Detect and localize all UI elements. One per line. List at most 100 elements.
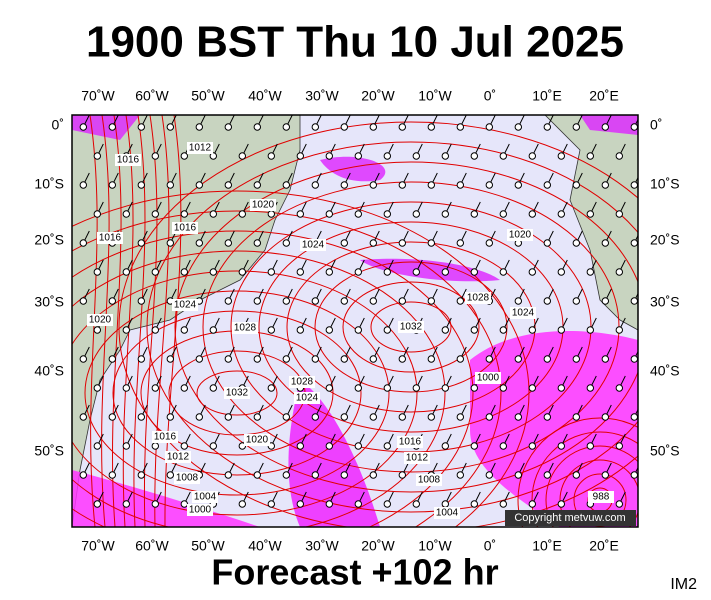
pressure-label-box [192,491,218,503]
station [325,152,334,160]
latitude-label: 30˚S [34,294,64,310]
pressure-label-box [172,222,198,234]
station [601,123,610,131]
isobar [559,459,638,527]
station [108,297,117,305]
station [253,123,262,131]
station [195,413,204,421]
station [166,239,175,247]
copyright-box [505,510,636,526]
longitude-label: 40˚W [248,88,282,104]
station [311,413,320,421]
isobar [164,115,182,527]
station [456,123,465,131]
station [296,268,305,276]
station [108,413,117,421]
pressure-label-box [232,322,258,334]
station [572,297,581,305]
station [354,152,363,160]
station [369,413,378,421]
latitude-label: 0˚ [52,117,64,133]
station [253,239,262,247]
station [369,123,378,131]
station [427,413,436,421]
station [209,268,218,276]
station [209,384,218,392]
station [572,239,581,247]
station [586,384,595,392]
pressure-label: 1024 [512,308,535,319]
station [311,297,320,305]
station [340,355,349,363]
station [427,123,436,131]
precipitation [288,380,380,527]
latitude-label: 20˚S [650,232,680,248]
station [79,239,88,247]
station [166,123,175,131]
station [470,326,479,334]
pressure-label-box [294,392,320,404]
station [238,152,247,160]
station [340,239,349,247]
isobar [72,190,530,527]
isobar [146,141,638,513]
station [209,210,218,218]
station [267,384,276,392]
station [79,413,88,421]
isobar [133,115,146,527]
station [441,268,450,276]
station [340,471,349,479]
station [325,268,334,276]
station [470,442,479,450]
station [340,413,349,421]
station [615,500,624,508]
station [601,413,610,421]
station [557,326,566,334]
station [499,326,508,334]
station [470,152,479,160]
isobar [342,281,480,373]
station [166,355,175,363]
station [485,355,494,363]
station [354,268,363,276]
station [543,355,552,363]
station [369,471,378,479]
station [383,384,392,392]
station [354,210,363,218]
copyright: Copyright metvuw.com [514,512,625,524]
station [572,123,581,131]
station [93,326,102,334]
station [514,413,523,421]
station [470,384,479,392]
station [340,297,349,305]
station [427,355,436,363]
isobar [314,261,508,393]
pressure-label-box [588,491,614,503]
station [615,384,624,392]
station [340,123,349,131]
station [369,239,378,247]
latitude-label: 0˚ [650,117,662,133]
pressure-label-box [187,504,213,516]
station [137,297,146,305]
longitude-label: 20˚E [589,538,619,554]
station [296,152,305,160]
pressure-label-box [507,229,533,241]
station [311,355,320,363]
pressure-label-box [115,154,141,166]
station [601,181,610,189]
africa [544,115,638,331]
isobar [517,417,638,527]
station [630,239,638,247]
station [209,152,218,160]
station [93,152,102,160]
station [456,471,465,479]
station [166,181,175,189]
pressure-label: 1024 [174,300,197,311]
station [325,500,334,508]
latitude-label: 50˚S [650,443,680,459]
station [543,181,552,189]
longitude-label: 20˚E [589,88,619,104]
station [267,210,276,218]
